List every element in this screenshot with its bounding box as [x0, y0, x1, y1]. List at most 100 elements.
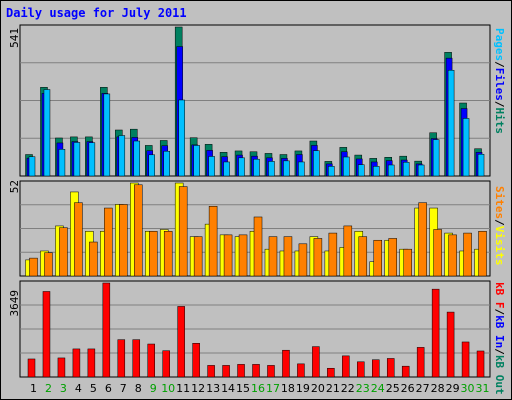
top-legend-item: / — [493, 100, 506, 108]
pages-bar — [88, 142, 96, 177]
sites-bar — [44, 252, 53, 277]
bottom-legend-item: kB Out — [493, 354, 506, 395]
pages-bar — [223, 161, 230, 177]
x-tick-label: 21 — [326, 382, 340, 395]
kb-bar — [386, 358, 395, 378]
pages-bar — [73, 142, 81, 177]
sites-bar — [418, 202, 427, 277]
pages-bar — [298, 161, 305, 177]
x-tick-label: 29 — [446, 382, 460, 395]
kb-bar — [147, 343, 155, 378]
x-tick-label: 2 — [45, 382, 52, 395]
sites-bar — [208, 206, 218, 277]
pages-bar — [343, 156, 350, 177]
pages-bar — [358, 164, 365, 177]
pages-bar — [462, 118, 470, 177]
middle-legend: Sites/Visits — [493, 186, 506, 266]
sites-bar — [74, 202, 83, 277]
pages-bar — [313, 150, 320, 177]
pages-bar — [253, 158, 260, 177]
kb-bar — [312, 346, 320, 378]
sites-bar — [283, 236, 293, 277]
x-tick-label: 30 — [461, 382, 475, 395]
x-tick-label: 8 — [135, 382, 142, 395]
pages-bar — [328, 166, 335, 177]
kb-bar — [297, 363, 305, 378]
top-legend-item: Files — [493, 67, 506, 101]
bottom-legend-item: / — [493, 308, 506, 316]
sites-bar — [29, 257, 38, 277]
pages-bar — [268, 161, 275, 177]
sites-bar — [388, 238, 397, 277]
x-tick-label: 25 — [386, 382, 400, 395]
sites-bar — [478, 231, 487, 277]
x-tick-label: 17 — [266, 382, 280, 395]
chart-title: Daily usage for July 2011 — [6, 6, 187, 20]
kb-bar — [102, 282, 111, 378]
kb-bar — [87, 348, 96, 378]
sites-bar — [163, 231, 173, 277]
pages-bar — [103, 93, 111, 177]
pages-bar — [58, 149, 66, 177]
x-tick-label: 26 — [401, 382, 415, 395]
pages-bar — [447, 69, 455, 177]
kb-bar — [327, 367, 335, 378]
sites-bar — [298, 243, 308, 277]
kb-bar — [237, 364, 245, 378]
x-tick-label: 20 — [311, 382, 325, 395]
pages-bar — [178, 99, 185, 177]
kb-bar — [267, 365, 275, 378]
sites-bar — [448, 234, 457, 277]
x-tick-label: 19 — [296, 382, 310, 395]
top-legend: Pages/Files/Hits — [493, 28, 506, 134]
top-legend-item: Pages — [493, 28, 506, 62]
x-tick-label: 24 — [371, 382, 385, 395]
x-tick-label: 10 — [161, 382, 175, 395]
pages-bar — [477, 153, 485, 177]
kb-bar — [252, 364, 260, 378]
sites-bar — [119, 204, 128, 277]
x-tick-label: 23 — [356, 382, 370, 395]
sites-bar — [463, 232, 472, 277]
kb-bar — [476, 350, 485, 378]
x-tick-label: 6 — [105, 382, 112, 395]
sites-bar — [59, 227, 68, 277]
sites-bar — [358, 236, 368, 277]
sites-bar — [89, 241, 98, 277]
sites-bar — [193, 236, 203, 277]
pages-bar — [43, 89, 51, 177]
bottom-legend-item: / — [493, 348, 506, 355]
kb-bar — [431, 288, 440, 378]
x-tick-label: 7 — [120, 382, 127, 395]
pages-bar — [373, 166, 380, 177]
pages-bar — [402, 161, 410, 177]
sites-bar — [223, 234, 233, 277]
sites-bar — [268, 236, 278, 277]
kb-bar — [27, 358, 36, 378]
kb-bar — [57, 357, 66, 378]
pages-bar — [283, 160, 290, 177]
middle-legend-item: Visits — [493, 225, 506, 266]
x-tick-label: 12 — [191, 382, 205, 395]
x-tick-label: 14 — [221, 382, 235, 395]
sites-bar — [433, 229, 442, 277]
pages-bar — [432, 139, 440, 177]
bottom-legend-item: kB In — [493, 315, 506, 349]
top-legend-item: / — [493, 61, 506, 68]
pages-bar — [118, 135, 126, 177]
x-tick-label: 13 — [206, 382, 220, 395]
x-tick-label: 11 — [176, 382, 190, 395]
pages-bar — [163, 150, 170, 177]
sites-bar — [238, 234, 248, 277]
x-tick-label: 28 — [431, 382, 445, 395]
x-tick-label: 31 — [476, 382, 490, 395]
pages-bar — [28, 156, 36, 177]
sites-bar — [178, 186, 188, 277]
kb-bar — [177, 306, 185, 378]
sites-bar — [313, 238, 323, 277]
pages-bar — [148, 154, 155, 177]
sites-bar — [403, 248, 412, 277]
kb-bar — [117, 339, 126, 378]
pages-bar — [193, 145, 200, 177]
